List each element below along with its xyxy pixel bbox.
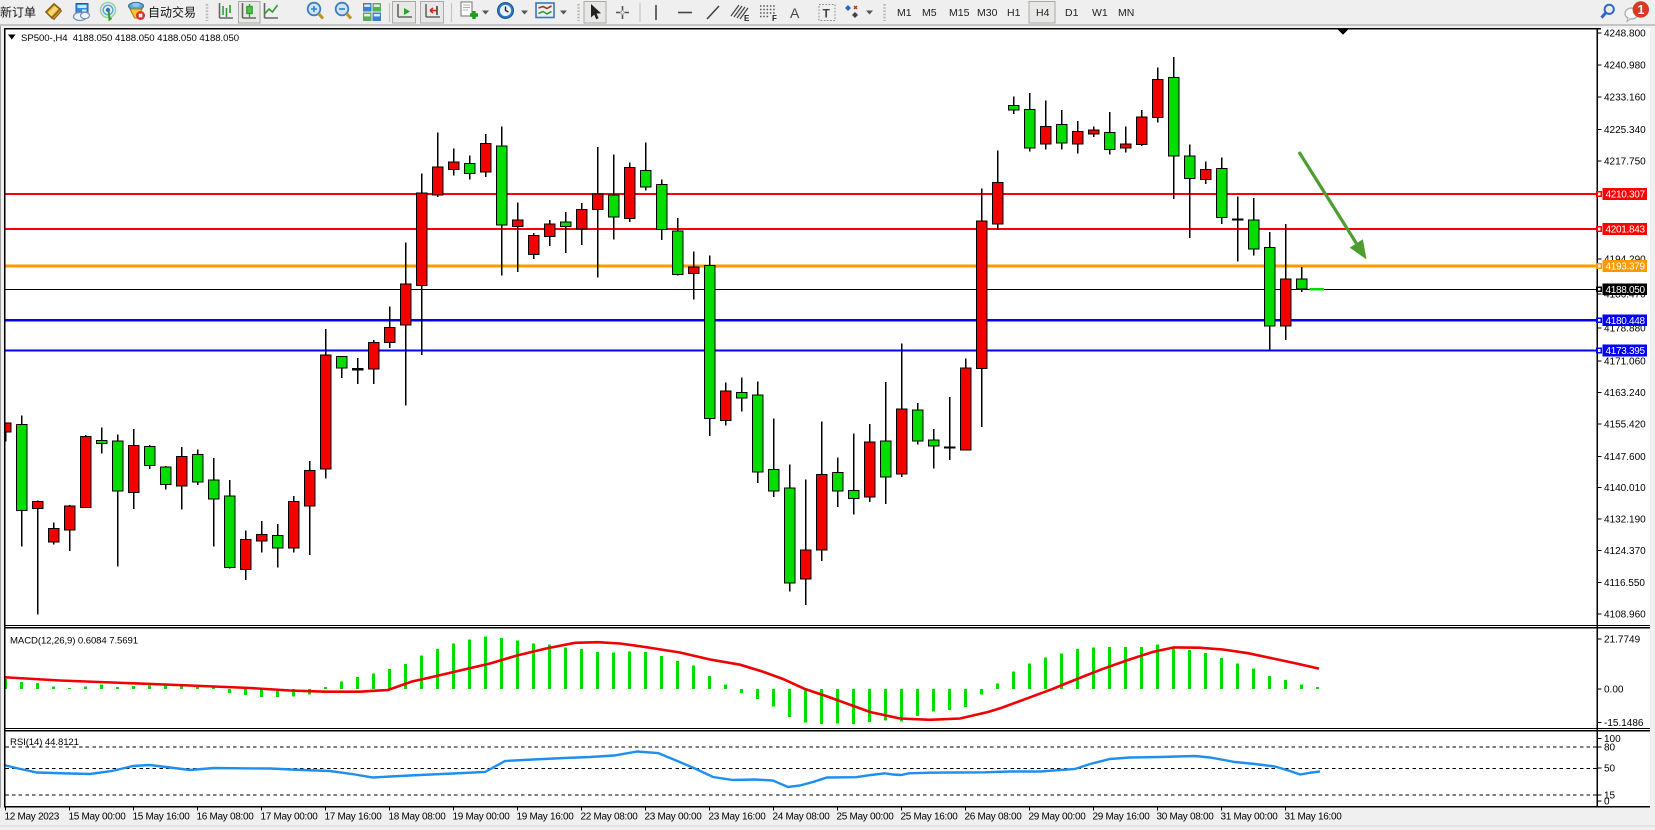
svg-text:4108.960: 4108.960	[1604, 609, 1646, 620]
svg-text:M15: M15	[949, 7, 970, 19]
svg-text:23 May 00:00: 23 May 00:00	[645, 812, 703, 823]
svg-text:50: 50	[1604, 763, 1616, 774]
svg-text:19 May 00:00: 19 May 00:00	[453, 812, 511, 823]
svg-text:17 May 00:00: 17 May 00:00	[261, 812, 319, 823]
svg-text:4147.600: 4147.600	[1604, 452, 1646, 463]
svg-text:12 May 2023: 12 May 2023	[5, 812, 60, 823]
svg-text:4132.190: 4132.190	[1604, 515, 1646, 526]
svg-text:4188.050: 4188.050	[1606, 285, 1646, 296]
svg-text:4193.379: 4193.379	[1606, 262, 1646, 273]
svg-text:4124.370: 4124.370	[1604, 546, 1646, 557]
svg-text:18 May 08:00: 18 May 08:00	[389, 812, 447, 823]
svg-text:W1: W1	[1092, 7, 1108, 19]
svg-text:4163.240: 4163.240	[1604, 388, 1646, 399]
svg-text:D1: D1	[1065, 7, 1079, 19]
svg-text:H4: H4	[1036, 7, 1050, 19]
svg-text:15 May 00:00: 15 May 00:00	[69, 812, 127, 823]
svg-text:4201.843: 4201.843	[1606, 225, 1646, 236]
svg-text:SP500-,H4 4188.050 4188.050 4: SP500-,H4 4188.050 4188.050 4188.050 418…	[21, 33, 239, 44]
svg-text:自动交易: 自动交易	[148, 5, 196, 20]
svg-text:MACD(12,26,9) 0.6084 7.5691: MACD(12,26,9) 0.6084 7.5691	[10, 635, 138, 646]
svg-text:M5: M5	[922, 7, 937, 19]
svg-text:17 May 16:00: 17 May 16:00	[325, 812, 383, 823]
svg-text:16 May 08:00: 16 May 08:00	[197, 812, 255, 823]
svg-text:4186.470: 4186.470	[1604, 290, 1646, 301]
svg-text:M30: M30	[977, 7, 998, 19]
svg-text:29 May 00:00: 29 May 00:00	[1029, 812, 1087, 823]
svg-text:4194.290: 4194.290	[1604, 255, 1646, 266]
svg-text:15: 15	[1604, 790, 1616, 801]
svg-text:4155.420: 4155.420	[1604, 420, 1646, 431]
svg-text:15 May 16:00: 15 May 16:00	[133, 812, 191, 823]
svg-text:4173.395: 4173.395	[1606, 346, 1646, 357]
svg-text:4116.550: 4116.550	[1604, 578, 1645, 589]
svg-text:RSI(14) 44.8121: RSI(14) 44.8121	[10, 737, 79, 748]
svg-text:4225.340: 4225.340	[1604, 125, 1646, 136]
svg-text:1: 1	[1638, 3, 1645, 17]
svg-text:25 May 00:00: 25 May 00:00	[837, 812, 895, 823]
svg-text:4233.160: 4233.160	[1604, 92, 1646, 103]
svg-text:0: 0	[1604, 797, 1610, 808]
svg-text:0.00: 0.00	[1604, 685, 1624, 696]
svg-text:25 May 16:00: 25 May 16:00	[901, 812, 959, 823]
svg-text:31 May 00:00: 31 May 00:00	[1221, 812, 1279, 823]
svg-text:M1: M1	[897, 7, 912, 19]
svg-text:A: A	[790, 5, 800, 21]
svg-text:4240.980: 4240.980	[1604, 61, 1646, 72]
svg-text:E: E	[744, 14, 750, 23]
svg-text:T: T	[823, 7, 831, 21]
svg-text:F: F	[772, 14, 777, 23]
svg-text:-15.1486: -15.1486	[1604, 718, 1644, 729]
svg-text:31 May 16:00: 31 May 16:00	[1285, 812, 1343, 823]
svg-text:100: 100	[1604, 734, 1621, 745]
svg-text:MN: MN	[1118, 7, 1134, 19]
svg-text:23 May 16:00: 23 May 16:00	[709, 812, 767, 823]
svg-text:21.7749: 21.7749	[1604, 635, 1641, 646]
svg-text:4140.010: 4140.010	[1604, 483, 1646, 494]
svg-text:29 May 16:00: 29 May 16:00	[1093, 812, 1151, 823]
svg-text:19 May 16:00: 19 May 16:00	[517, 812, 575, 823]
svg-text:4180.448: 4180.448	[1606, 316, 1646, 327]
svg-text:4178.880: 4178.880	[1604, 323, 1646, 334]
svg-text:24 May 08:00: 24 May 08:00	[773, 812, 831, 823]
svg-text:4210.307: 4210.307	[1606, 190, 1646, 201]
svg-text:26 May 08:00: 26 May 08:00	[965, 812, 1023, 823]
svg-text:4171.060: 4171.060	[1604, 356, 1646, 367]
svg-text:4217.750: 4217.750	[1604, 156, 1646, 167]
svg-text:30 May 08:00: 30 May 08:00	[1157, 812, 1215, 823]
svg-text:4248.800: 4248.800	[1604, 29, 1646, 40]
svg-text:新订单: 新订单	[0, 5, 36, 20]
svg-text:H1: H1	[1007, 7, 1021, 19]
svg-text:22 May 08:00: 22 May 08:00	[581, 812, 639, 823]
svg-text:80: 80	[1604, 742, 1616, 753]
